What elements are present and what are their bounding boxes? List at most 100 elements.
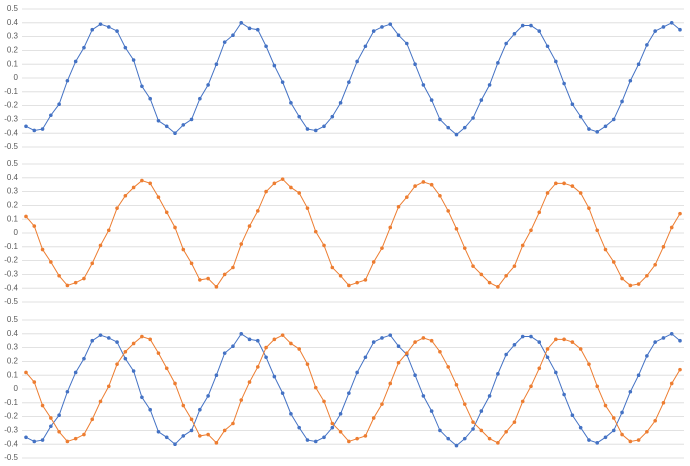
marker — [90, 27, 95, 32]
marker — [645, 354, 649, 358]
marker — [347, 439, 351, 444]
marker — [512, 420, 517, 424]
y-tick-label: -0.2 — [4, 412, 18, 421]
marker — [156, 195, 161, 199]
y-tick-label: 0.2 — [7, 46, 19, 55]
marker — [305, 438, 310, 442]
y-tick-label: 0.1 — [7, 370, 19, 379]
marker — [454, 227, 459, 231]
marker — [454, 443, 459, 448]
marker — [189, 428, 194, 433]
marker — [231, 33, 235, 38]
marker — [570, 413, 575, 418]
marker — [65, 389, 70, 394]
panel: 0.5 0.4 0.3 0.2 0.1 0 -0.1 -0.2 -0.3 -0.4 -0.5 — [4, 4, 684, 151]
marker — [32, 128, 37, 133]
marker — [438, 349, 442, 354]
marker — [65, 78, 70, 83]
marker — [206, 83, 210, 87]
marker — [338, 273, 343, 278]
marker — [123, 193, 128, 198]
marker — [429, 98, 434, 102]
marker — [620, 99, 624, 104]
marker — [280, 80, 285, 84]
marker — [73, 59, 78, 64]
marker — [322, 435, 326, 440]
marker — [106, 25, 111, 29]
marker — [661, 336, 666, 340]
marker — [131, 185, 136, 190]
marker — [537, 366, 542, 371]
marker — [131, 58, 136, 62]
marker — [562, 181, 566, 186]
marker — [405, 351, 409, 355]
marker — [272, 337, 277, 342]
marker — [222, 428, 227, 433]
marker — [578, 425, 583, 430]
series-line — [25, 333, 681, 447]
marker — [347, 283, 351, 288]
marker — [678, 367, 682, 372]
marker — [181, 247, 186, 252]
marker — [438, 428, 442, 433]
marker — [504, 429, 508, 434]
marker — [678, 338, 682, 343]
y-tick-label: -0.4 — [4, 283, 18, 292]
marker — [32, 380, 37, 384]
marker — [487, 394, 492, 398]
y-tick-label: 0 — [14, 228, 19, 237]
y-tick-label: -0.4 — [4, 128, 18, 137]
marker — [338, 429, 343, 434]
marker — [645, 273, 649, 278]
marker — [355, 370, 359, 375]
marker — [347, 80, 351, 84]
marker — [653, 340, 657, 344]
marker — [371, 340, 376, 344]
marker — [247, 337, 252, 342]
y-tick-label: -0.2 — [4, 256, 18, 265]
marker — [653, 262, 657, 267]
marker — [628, 389, 633, 394]
marker — [413, 340, 417, 344]
marker — [82, 356, 86, 361]
marker — [231, 344, 235, 349]
marker — [148, 96, 152, 101]
marker — [198, 434, 202, 438]
marker — [106, 384, 111, 389]
marker — [49, 416, 53, 420]
y-tick-label: 0.4 — [7, 18, 19, 27]
y-tick-label: -0.3 — [4, 270, 18, 279]
y-tick-label: -0.2 — [4, 101, 18, 110]
marker — [90, 261, 95, 266]
marker — [554, 181, 558, 186]
marker — [115, 340, 119, 344]
marker — [562, 337, 566, 342]
marker — [115, 29, 119, 33]
marker — [678, 27, 682, 32]
marker — [255, 338, 260, 343]
marker — [669, 332, 674, 336]
marker — [206, 276, 210, 281]
y-tick-label: -0.5 — [4, 453, 18, 462]
marker — [669, 381, 674, 386]
marker — [181, 403, 186, 408]
y-tick-label: -0.3 — [4, 115, 18, 124]
marker — [363, 44, 368, 49]
marker — [678, 211, 682, 216]
marker — [587, 206, 591, 210]
marker — [388, 22, 393, 26]
marker — [421, 336, 426, 340]
marker — [305, 362, 310, 366]
marker — [40, 403, 45, 408]
marker — [322, 124, 326, 129]
marker — [98, 22, 103, 26]
marker — [363, 355, 368, 360]
panel: 0.5 0.4 0.3 0.2 0.1 0 -0.1 -0.2 -0.3 -0.4 -0.5 — [4, 315, 684, 462]
marker — [520, 243, 525, 248]
marker — [49, 260, 53, 264]
marker — [438, 193, 442, 198]
marker — [264, 355, 268, 360]
marker — [603, 124, 608, 129]
marker — [363, 434, 368, 438]
marker — [106, 336, 111, 340]
